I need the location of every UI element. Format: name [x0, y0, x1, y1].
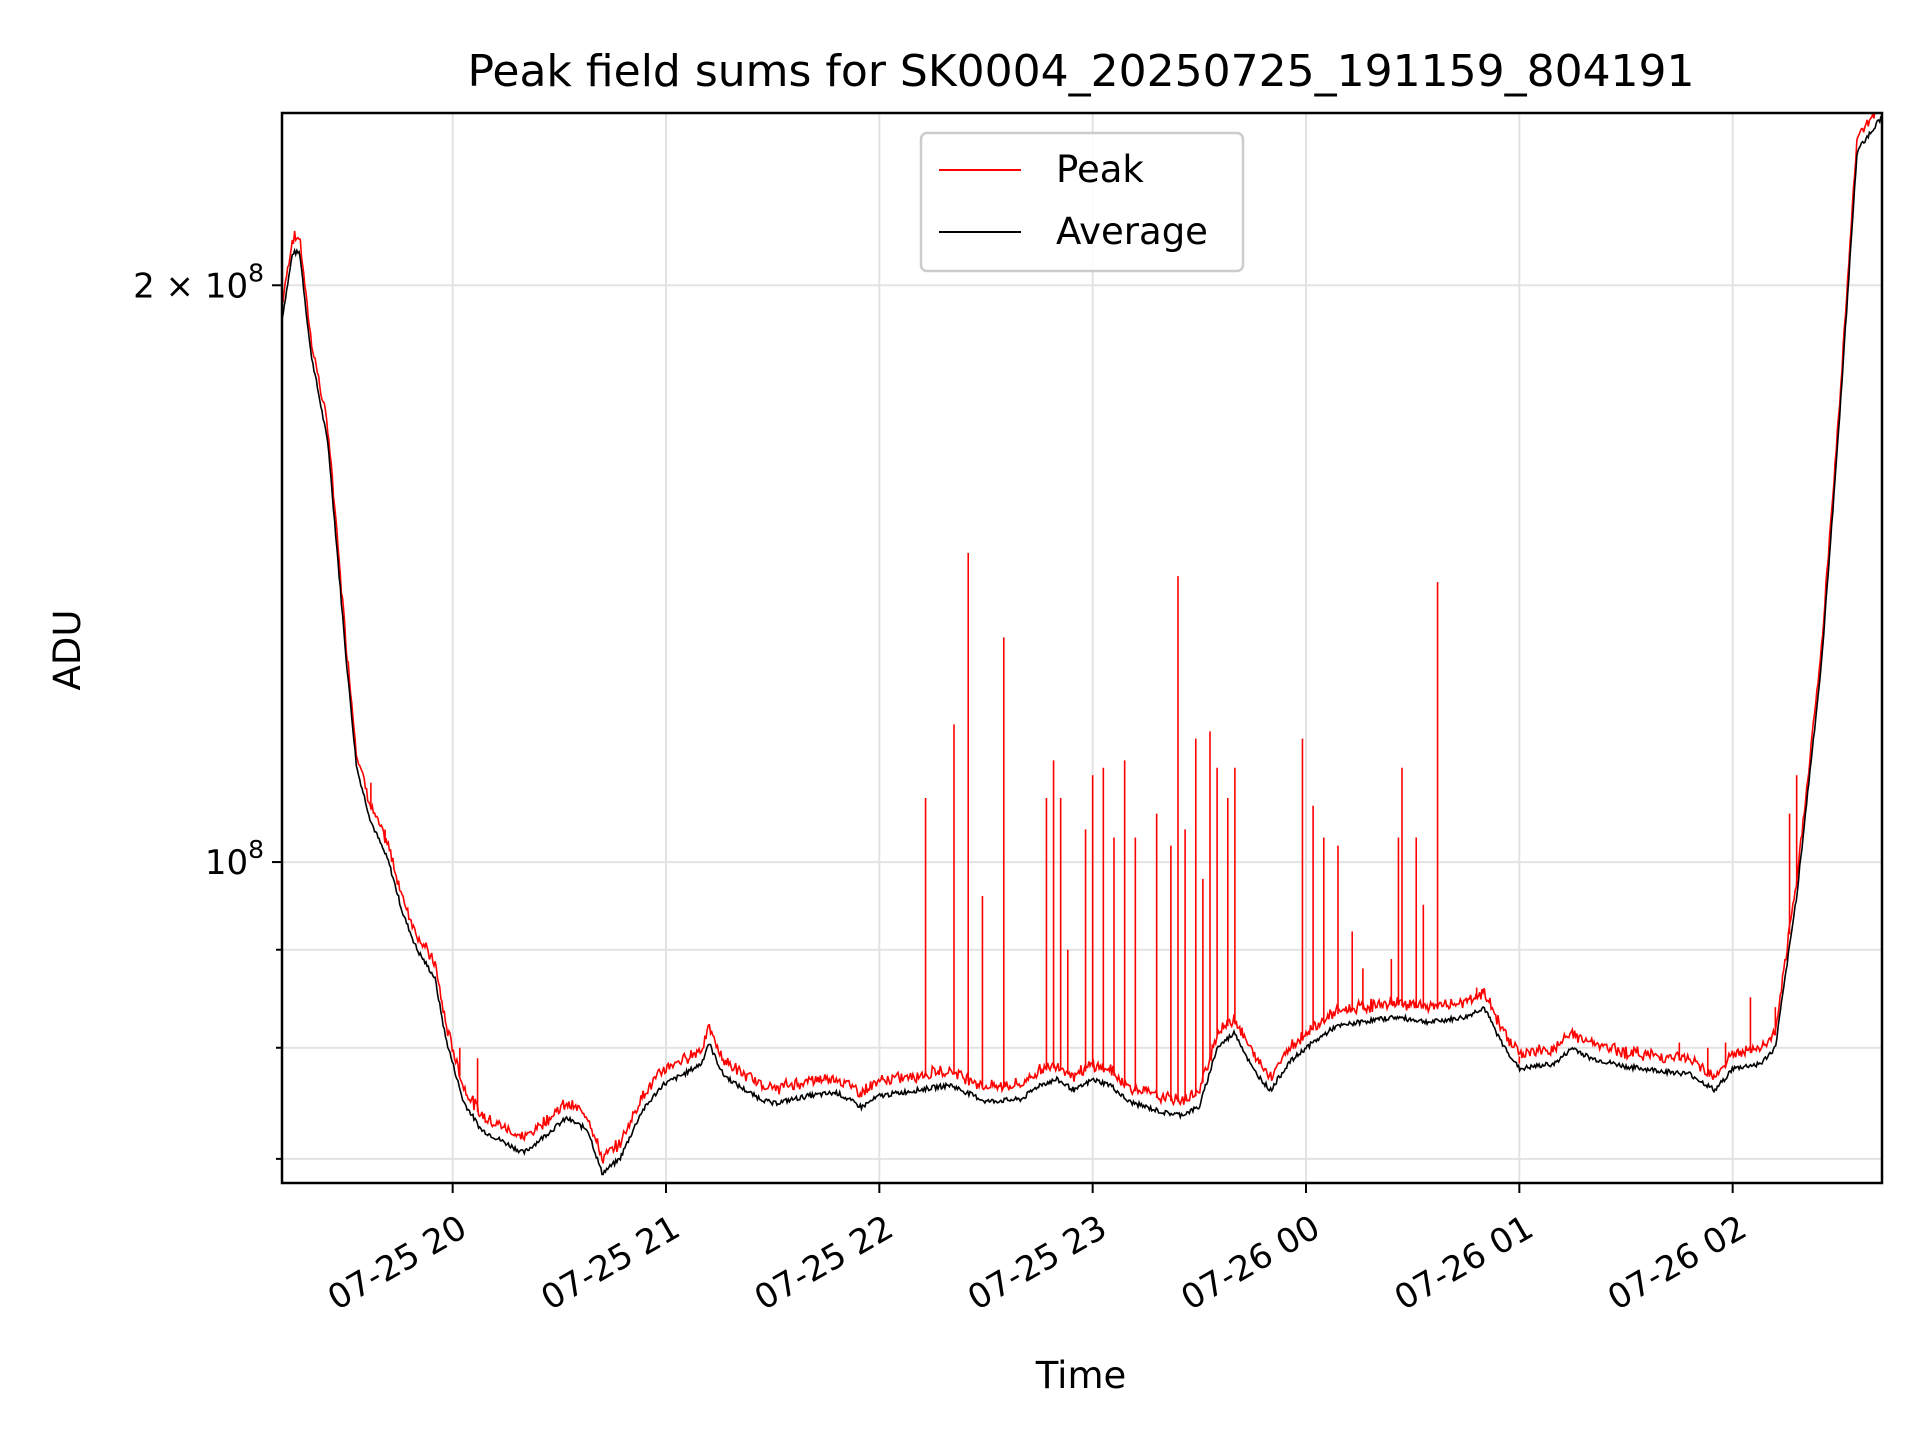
legend-label-peak: Peak [1056, 148, 1144, 191]
y-tick-label: 2 × 108 [133, 258, 264, 306]
chart-title: Peak field sums for SK0004_20250725_1911… [467, 46, 1694, 97]
x-tick-label: 07-25 21 [535, 1208, 687, 1319]
legend-box [919, 131, 1245, 273]
x-tick-label: 07-25 23 [961, 1208, 1113, 1319]
legend: Peak Average [919, 131, 1245, 273]
x-axis-label: Time [1035, 1354, 1127, 1397]
x-tick-label: 07-26 01 [1388, 1208, 1540, 1319]
legend-label-average: Average [1056, 210, 1208, 253]
series-line-average [282, 115, 1882, 1176]
y-tick-label: 108 [205, 835, 264, 883]
x-tick-label: 07-26 00 [1175, 1208, 1327, 1319]
x-tick-label: 07-26 02 [1601, 1208, 1753, 1319]
plot-frame [280, 111, 1884, 1185]
x-tick-label: 07-25 20 [321, 1208, 473, 1319]
series-line-peak [282, 113, 1876, 1164]
x-tick-label: 07-25 22 [748, 1208, 900, 1319]
grid [282, 113, 1882, 1183]
y-axis-label: ADU [46, 610, 89, 691]
series-layer [282, 113, 1882, 1176]
